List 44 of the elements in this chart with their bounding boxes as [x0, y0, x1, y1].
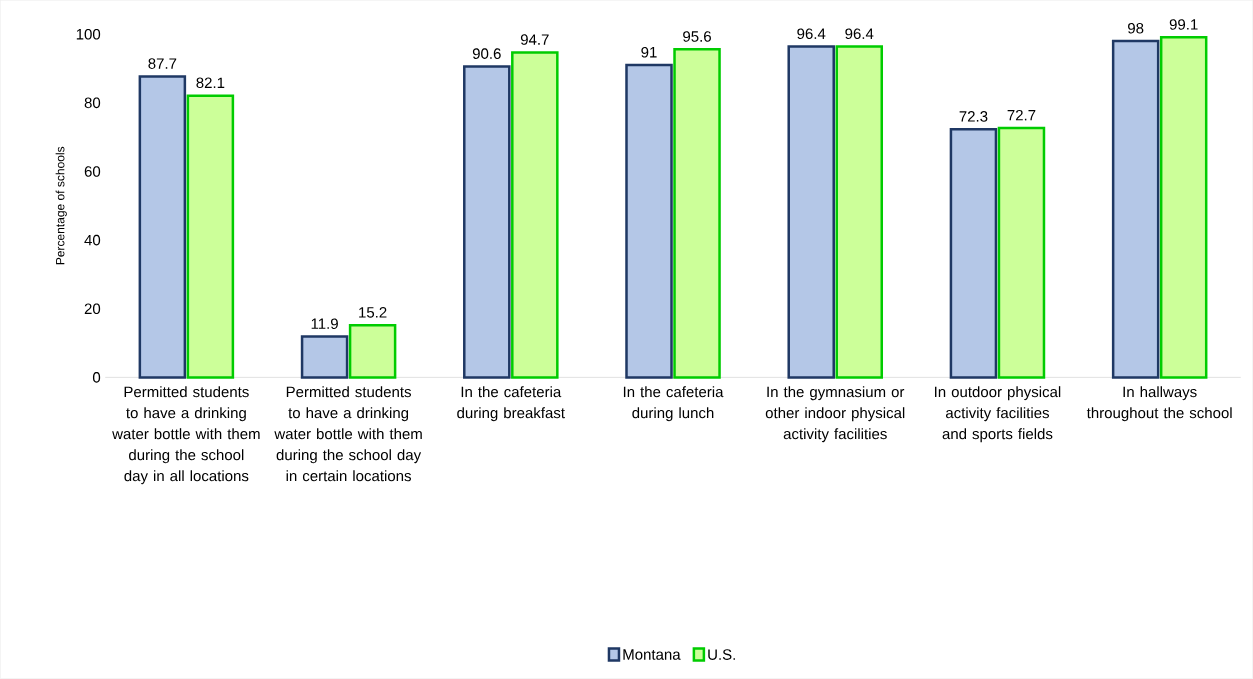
x-tick-label: In the cafeteria during breakfast [457, 386, 565, 422]
y-tick-label: 80 [84, 97, 101, 109]
data-label: 98 [1128, 23, 1144, 34]
y-tick-label: 40 [84, 234, 101, 246]
data-label: 72.3 [959, 111, 988, 122]
x-tick-label: In the gymnasium or other indoor physical activity facilities [765, 386, 905, 443]
data-label: 91 [641, 47, 657, 58]
data-label: 11.9 [311, 318, 338, 330]
bar [1159, 36, 1208, 379]
legend-label: Montana [623, 649, 681, 660]
data-label: 96.4 [845, 28, 874, 40]
bar [300, 335, 349, 379]
bar [673, 48, 721, 379]
y-tick-label: 100 [76, 29, 101, 40]
data-label: 94.7 [520, 34, 549, 45]
y-tick-label: 60 [84, 166, 101, 177]
data-label: 90.6 [472, 48, 501, 60]
y-tick-label: 20 [84, 303, 101, 315]
data-label: 72.7 [1007, 110, 1036, 121]
y-axis-title: Percentage of schools [55, 147, 67, 265]
bar [511, 51, 559, 379]
bar [1111, 39, 1160, 379]
legend-label: U.S. [708, 649, 735, 661]
x-tick-label: In hallways throughout the school [1086, 386, 1232, 422]
bar [348, 324, 397, 379]
x-tick-label: In outdoor physical activity facilities and sports fields [935, 386, 1061, 443]
bar [625, 63, 673, 379]
data-label: 95.6 [683, 31, 711, 42]
x-tick-label: Permitted students to have a drinking water bottle with them during the school day in all locations [112, 386, 260, 485]
data-label: 87.7 [148, 58, 177, 70]
bar [787, 45, 835, 379]
x-tick-label: In the cafeteria during lunch [623, 386, 724, 422]
y-tick-label: 0 [92, 372, 101, 383]
data-label: 96.4 [797, 28, 826, 40]
bar [835, 45, 884, 379]
bar [949, 128, 998, 379]
data-label: 15.2 [359, 307, 387, 318]
x-tick-label: Permitted students to have a drinking water bottle with them during the school day in certain locations [274, 386, 422, 482]
bar [138, 75, 187, 379]
bar [463, 65, 511, 379]
bar [186, 94, 235, 379]
bar [997, 126, 1046, 379]
data-label: 82.1 [196, 77, 225, 89]
data-label: 99.1 [1169, 19, 1198, 30]
